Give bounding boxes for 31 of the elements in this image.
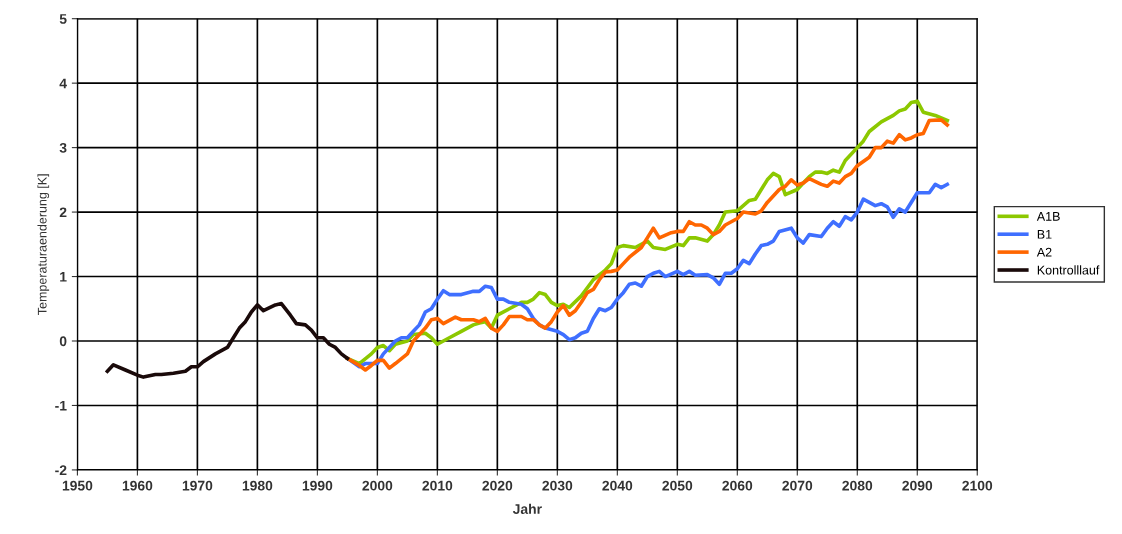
y-tick-label: 3 <box>59 142 67 153</box>
x-tick-label: 2070 <box>782 480 813 491</box>
x-tick-label: 2050 <box>662 480 693 491</box>
y-tick-label: 2 <box>59 207 67 218</box>
line-series <box>105 301 350 379</box>
x-tick-label: 1970 <box>182 480 213 491</box>
y-tick-label: -1 <box>55 400 67 411</box>
x-tick-label: 1980 <box>242 480 273 491</box>
y-tick-label: 0 <box>59 336 67 347</box>
x-tick-label: 2060 <box>722 480 753 491</box>
x-tick-label: 2010 <box>422 480 453 491</box>
x-tick-label: 1960 <box>122 480 153 491</box>
x-tick-label: 2000 <box>362 480 393 491</box>
x-tick-label: 1950 <box>62 480 93 491</box>
x-tick-label: 2020 <box>482 480 513 491</box>
x-tick-label: 2040 <box>602 480 633 491</box>
legend-label: A2 <box>1036 247 1052 257</box>
x-tick-label: 2100 <box>962 480 993 491</box>
legend-label: A1B <box>1036 212 1060 221</box>
y-tick-label: 4 <box>59 78 67 89</box>
x-axis-title: Jahr <box>512 503 542 514</box>
legend-label: B1 <box>1037 229 1052 239</box>
y-tick-label: 5 <box>59 14 67 24</box>
x-tick-label: 2030 <box>542 480 573 491</box>
y-axis-title: Temperaturaenderung [K] <box>37 174 50 315</box>
y-tick-label: -2 <box>55 465 67 475</box>
x-tick-label: 2080 <box>842 480 873 491</box>
x-tick-label: 2090 <box>902 480 933 491</box>
x-tick-label: 1990 <box>302 480 333 491</box>
y-tick-label: 1 <box>60 272 67 282</box>
legend-label: Kontrolllauf <box>1037 265 1100 275</box>
